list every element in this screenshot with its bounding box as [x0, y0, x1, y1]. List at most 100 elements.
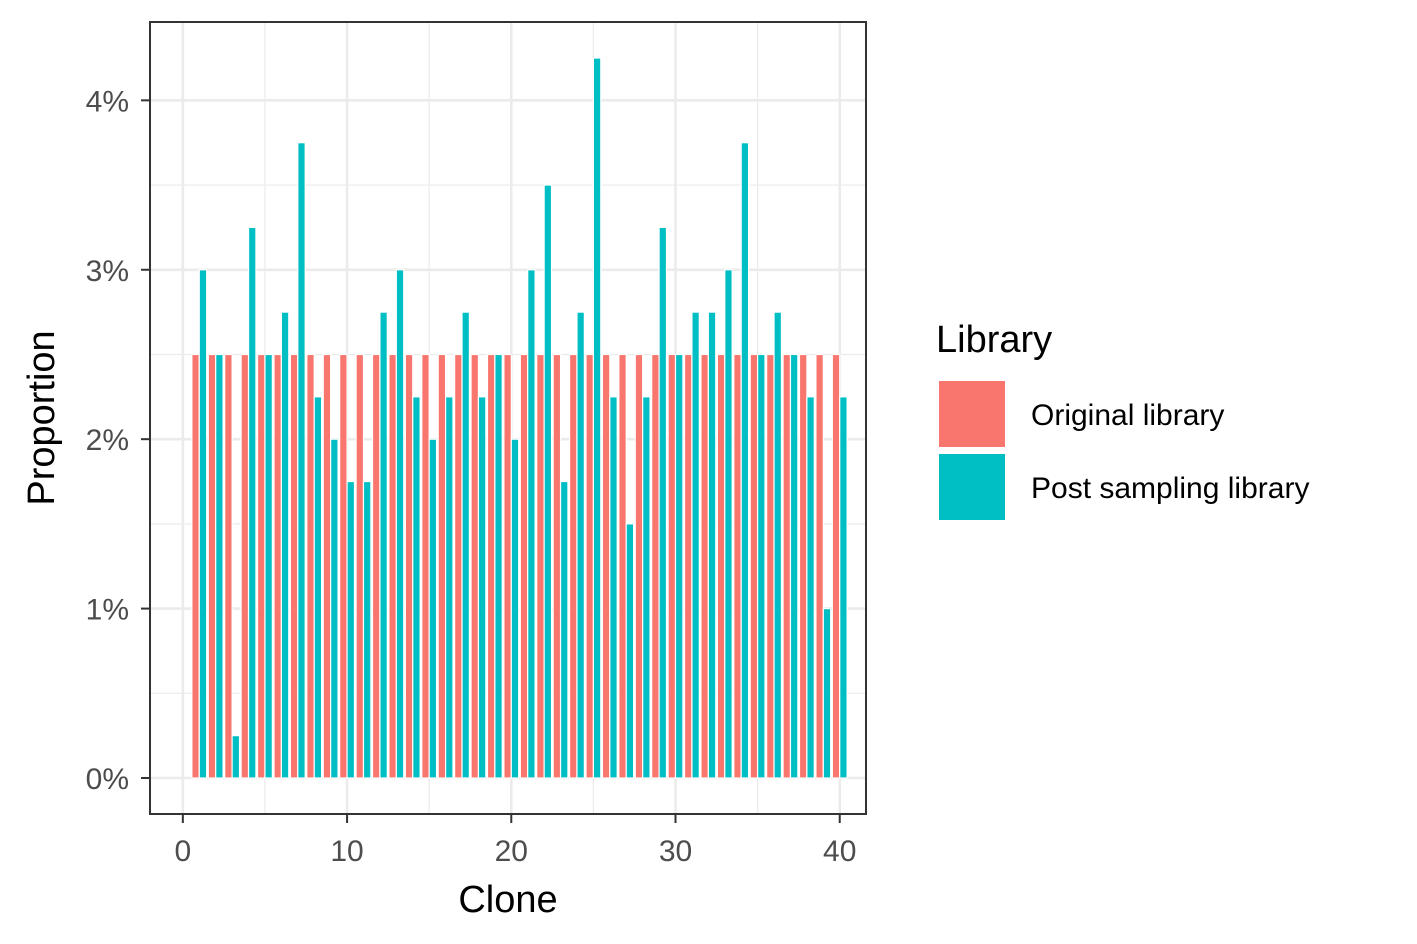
bar-original-library	[421, 353, 430, 779]
bar-original-library	[454, 353, 463, 779]
bar-original-library	[815, 353, 824, 779]
x-axis-tick-label: 0	[175, 835, 192, 868]
legend-label-post-sampling-library: Post sampling library	[1031, 472, 1309, 505]
bar-original-library	[306, 353, 315, 779]
bar-original-library	[355, 353, 365, 779]
legend-key-original-library	[939, 381, 1005, 447]
y-axis-tick-label: 2%	[86, 424, 129, 457]
bar-original-library	[191, 353, 200, 779]
bar-original-library	[766, 353, 775, 779]
bar-post-sampling-library	[527, 269, 536, 779]
bar-original-library	[667, 353, 677, 779]
bar-original-library	[256, 353, 266, 779]
y-axis-tick-label: 0%	[86, 763, 129, 796]
bar-original-library	[831, 353, 841, 779]
bar-original-library	[585, 353, 594, 779]
bar-post-sampling-library	[576, 311, 585, 779]
bar-original-library	[273, 353, 282, 779]
bar-post-sampling-library	[510, 438, 520, 779]
bar-original-library	[339, 353, 348, 779]
bar-original-library	[536, 353, 545, 779]
bar-post-sampling-library	[609, 396, 618, 779]
bar-post-sampling-library	[215, 353, 224, 779]
y-axis-tick-label: 4%	[86, 85, 129, 118]
bar-post-sampling-library	[280, 311, 290, 779]
bar-post-sampling-library	[264, 353, 273, 779]
bar-original-library	[700, 353, 709, 779]
bar-post-sampling-library	[724, 269, 733, 779]
plot-panel-border	[149, 21, 867, 815]
bar-original-library	[240, 353, 250, 779]
bar-original-library	[716, 353, 726, 779]
axis-ticks	[141, 99, 841, 823]
bar-post-sampling-library	[313, 396, 323, 779]
bar-original-library	[404, 353, 414, 779]
bar-post-sampling-library	[395, 269, 405, 779]
bar-original-library	[568, 353, 578, 779]
bar-post-sampling-library	[444, 396, 454, 779]
bar-post-sampling-library	[691, 311, 700, 779]
bar-post-sampling-library	[839, 396, 848, 779]
bar-original-library	[519, 353, 529, 779]
bar-post-sampling-library	[379, 311, 388, 779]
bar-original-library	[733, 353, 742, 779]
bar-post-sampling-library	[231, 735, 241, 779]
bar-post-sampling-library	[346, 480, 356, 779]
bar-post-sampling-library	[247, 226, 257, 779]
bar-post-sampling-library	[297, 142, 306, 779]
bar-post-sampling-library	[740, 142, 750, 779]
bar-original-library	[371, 353, 381, 779]
bar-original-library	[552, 353, 562, 779]
bar-post-sampling-library	[362, 480, 372, 779]
bar-post-sampling-library	[625, 523, 635, 779]
bar-original-library	[798, 353, 808, 779]
bar-post-sampling-library	[642, 396, 651, 779]
legend-title: Library	[936, 319, 1052, 361]
bars	[191, 57, 848, 779]
bar-original-library	[618, 353, 627, 779]
x-axis-tick-label: 30	[659, 835, 692, 868]
bar-post-sampling-library	[543, 184, 553, 779]
y-axis-tick-labels: 0% 1% 2% 3% 4%	[86, 85, 129, 796]
bar-original-library	[683, 353, 693, 779]
x-axis-tick-label: 10	[330, 835, 363, 868]
bar-post-sampling-library	[707, 311, 717, 779]
bar-post-sampling-library	[494, 353, 503, 779]
bar-post-sampling-library	[592, 57, 602, 779]
x-axis-tick-label: 20	[495, 835, 528, 868]
bar-post-sampling-library	[773, 311, 783, 779]
bar-original-library	[224, 353, 233, 779]
bar-original-library	[749, 353, 759, 779]
bar-original-library	[322, 353, 332, 779]
bar-post-sampling-library	[806, 396, 815, 779]
bar-original-library	[634, 353, 644, 779]
bar-post-sampling-library	[428, 438, 438, 779]
bar-post-sampling-library	[757, 353, 766, 779]
bar-original-library	[470, 353, 480, 779]
bar-original-library	[207, 353, 217, 779]
y-axis-tick-label: 1%	[86, 594, 129, 627]
bar-original-library	[782, 353, 792, 779]
legend-key-post-sampling-library	[939, 454, 1005, 520]
bar-post-sampling-library	[198, 269, 208, 779]
bar-post-sampling-library	[477, 396, 487, 779]
bar-post-sampling-library	[461, 311, 471, 779]
bar-post-sampling-library	[822, 607, 832, 779]
bar-original-library	[601, 353, 611, 779]
bar-post-sampling-library	[789, 353, 799, 779]
bar-original-library	[651, 353, 660, 779]
bar-original-library	[437, 353, 447, 779]
y-axis-title: Proportion	[21, 330, 63, 505]
bar-post-sampling-library	[330, 438, 339, 779]
bar-original-library	[486, 353, 496, 779]
x-axis-title: Clone	[458, 879, 557, 921]
bar-post-sampling-library	[559, 480, 569, 779]
bar-original-library	[388, 353, 397, 779]
x-axis-tick-label: 40	[823, 835, 856, 868]
bar-original-library	[289, 353, 299, 779]
bar-post-sampling-library	[412, 396, 421, 779]
bar-post-sampling-library	[674, 353, 684, 779]
x-axis-tick-labels: 0 10 20 30 40	[175, 835, 857, 868]
y-axis-tick-label: 3%	[86, 255, 129, 288]
